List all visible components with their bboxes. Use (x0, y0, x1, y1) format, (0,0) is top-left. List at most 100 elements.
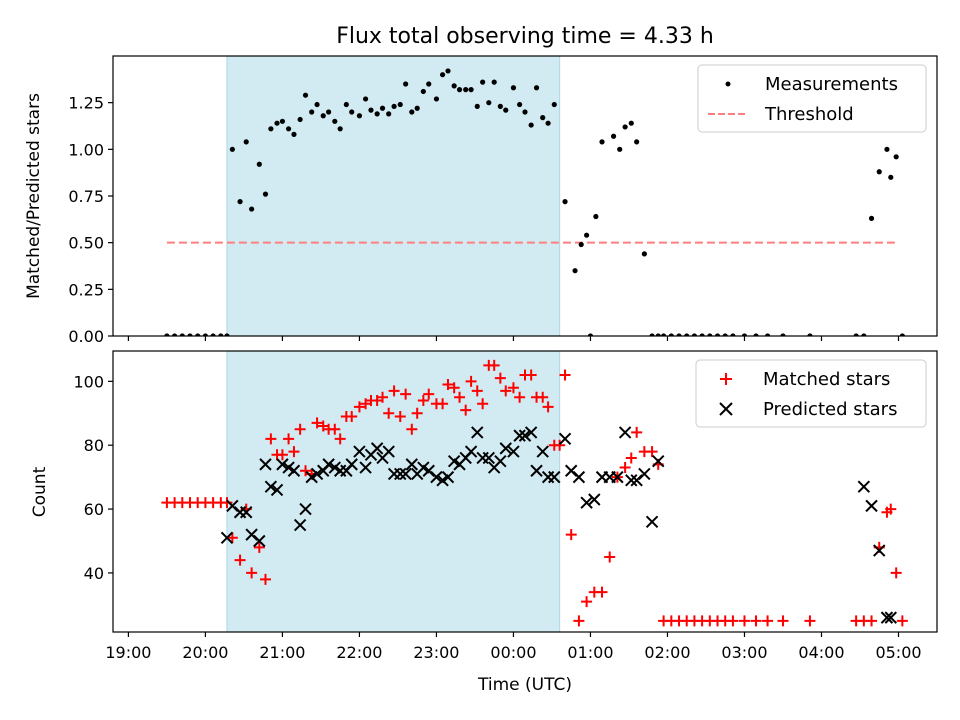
matched-star-point (423, 388, 435, 400)
measurement-point (522, 109, 528, 115)
y-tick-label: 80 (84, 436, 104, 455)
legend-label-predicted: Predicted stars (763, 399, 897, 420)
predicted-star-point (270, 483, 284, 497)
measurement-point (433, 96, 440, 102)
measurement-point (274, 120, 280, 126)
measurement-point (655, 333, 661, 336)
matched-star-point (437, 398, 449, 410)
legend-label-measurements: Measurements (765, 74, 898, 95)
predicted-star-point (293, 518, 307, 532)
top-x-ticks (127, 336, 900, 341)
bottom-panel: 40 60 80 100 19:00 20:00 21:00 22:00 23:00 00:00… (30, 350, 938, 695)
y-tick-label: 40 (84, 564, 104, 583)
measurement-point (540, 115, 546, 121)
matched-star-point (288, 446, 300, 458)
measurement-point (572, 268, 578, 274)
measurement-point (243, 139, 249, 145)
measurement-point (497, 103, 503, 109)
y-tick-label: 0.00 (68, 327, 104, 346)
measurement-point (528, 122, 534, 128)
measurement-point (403, 81, 409, 87)
measurement-point (876, 169, 882, 175)
measurement-point (343, 101, 349, 108)
matched-star-point (311, 417, 323, 429)
matched-star-point (460, 404, 472, 416)
measurement-point (684, 333, 690, 336)
predicted-star-point (638, 467, 651, 481)
y-tick-label: 1.00 (68, 140, 104, 159)
measurement-point (451, 83, 457, 89)
legend-marker-matched (720, 373, 732, 385)
measurement-point (474, 103, 480, 109)
measurement-point (237, 199, 243, 205)
measurement-point (420, 88, 426, 95)
top-legend: Measurements Threshold (697, 64, 927, 133)
matched-star-point (259, 573, 271, 585)
measurement-point (888, 174, 894, 180)
measurement-point (210, 333, 216, 336)
matched-star-point (454, 391, 466, 403)
measurement-point (362, 96, 369, 102)
measurement-point (780, 333, 786, 336)
measurement-point (179, 333, 185, 336)
measurement-point (622, 124, 628, 130)
predicted-star-point (399, 467, 412, 481)
predicted-star-point (513, 429, 526, 442)
matched-star-point (226, 532, 238, 544)
bottom-x-ticks: 19:00 20:00 21:00 22:00 23:00 00:00 01:00 02:00… (105, 632, 922, 662)
measurement-point (337, 126, 343, 132)
measurement-point (807, 333, 813, 336)
matched-star-point (604, 551, 616, 563)
measurement-point (641, 251, 647, 257)
predicted-star-point (625, 474, 638, 487)
measurement-point (861, 333, 867, 336)
predicted-star-point (370, 442, 384, 455)
predicted-star-point (299, 502, 312, 516)
predicted-star-point (276, 458, 289, 471)
matched-star-point (631, 426, 643, 438)
measurement-point (853, 333, 859, 336)
matched-star-point (300, 465, 312, 477)
matched-star-point (353, 401, 365, 413)
measurement-point (386, 111, 392, 117)
matched-star-point (276, 449, 288, 461)
measurement-point (374, 111, 380, 117)
matched-star-point (559, 369, 571, 381)
matched-star-point (890, 567, 902, 579)
predicted-star-point (645, 515, 659, 529)
predicted-star-point (558, 432, 572, 446)
measurement-point (256, 161, 262, 167)
measurement-point (164, 333, 170, 336)
matched-star-point (221, 497, 233, 509)
predicted-star-point (880, 611, 894, 624)
measurement-point (468, 87, 474, 93)
y-tick-label: 0.50 (68, 234, 104, 253)
matched-star-point (542, 401, 554, 413)
measurement-point (249, 206, 255, 212)
predicted-star-point (482, 451, 496, 465)
x-axis-label: Time (UTC) (477, 675, 572, 695)
measurement-point (456, 87, 463, 93)
matched-star-point (525, 369, 537, 381)
predicted-star-point (253, 534, 266, 548)
matched-star-point (388, 385, 400, 397)
measurement-point (551, 101, 557, 108)
predicted-star-point (259, 458, 272, 471)
bottom-shaded-span (226, 350, 561, 633)
measurement-point (691, 333, 698, 336)
matched-star-point (573, 615, 585, 627)
predicted-star-point (611, 470, 624, 484)
matched-star-point (738, 615, 750, 627)
matched-star-point (885, 503, 897, 515)
predicted-star-point (507, 445, 520, 458)
predicted-star-point (382, 445, 395, 458)
matched-star-point (896, 615, 908, 627)
predicted-star-point (405, 458, 419, 471)
measurement-points (164, 68, 905, 336)
bottom-legend: Matched stars Predicted stars (695, 359, 927, 428)
y-tick-label: 0.75 (68, 187, 104, 206)
matched-star-point (234, 554, 246, 566)
measurement-point (578, 241, 584, 248)
matched-star-point (727, 615, 739, 627)
predicted-star-point (322, 458, 335, 471)
